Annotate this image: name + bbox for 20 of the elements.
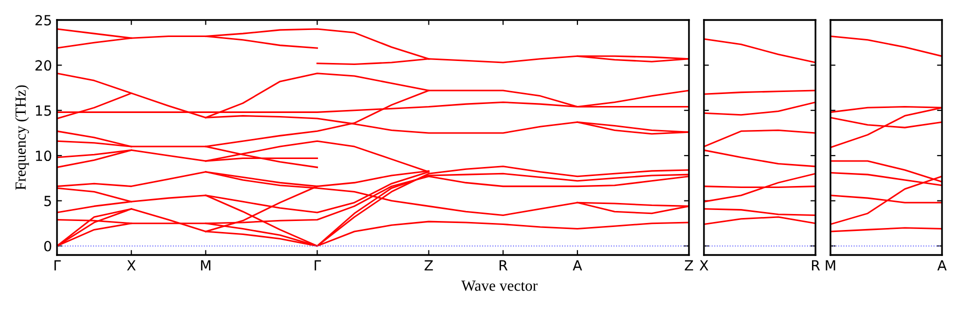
x-tick-label: R	[812, 260, 820, 270]
x-tick-label: X	[127, 260, 136, 270]
x-axis-title: Wave vector	[461, 280, 538, 291]
x-tick-label: A	[937, 260, 947, 270]
y-tick-label: 5	[44, 196, 51, 206]
y-tick-label: 15	[36, 106, 51, 116]
x-tick-label: Z	[684, 260, 694, 270]
x-tick-label: M	[201, 260, 210, 270]
y-axis-title: Frequency (THz)	[15, 85, 29, 190]
x-tick-label: Γ	[54, 260, 61, 270]
x-tick-label: R	[500, 260, 508, 270]
x-tick-label: Γ	[314, 260, 322, 270]
x-tick-label: Z	[424, 260, 433, 270]
x-tick-label: A	[572, 260, 582, 270]
y-tick-label: 0	[44, 240, 52, 252]
y-tick-label: 25	[35, 14, 51, 26]
x-tick-label: X	[700, 260, 708, 270]
y-tick-label: 10	[36, 150, 52, 162]
x-tick-label: M	[826, 260, 836, 270]
y-tick-label: 20	[35, 60, 52, 71]
